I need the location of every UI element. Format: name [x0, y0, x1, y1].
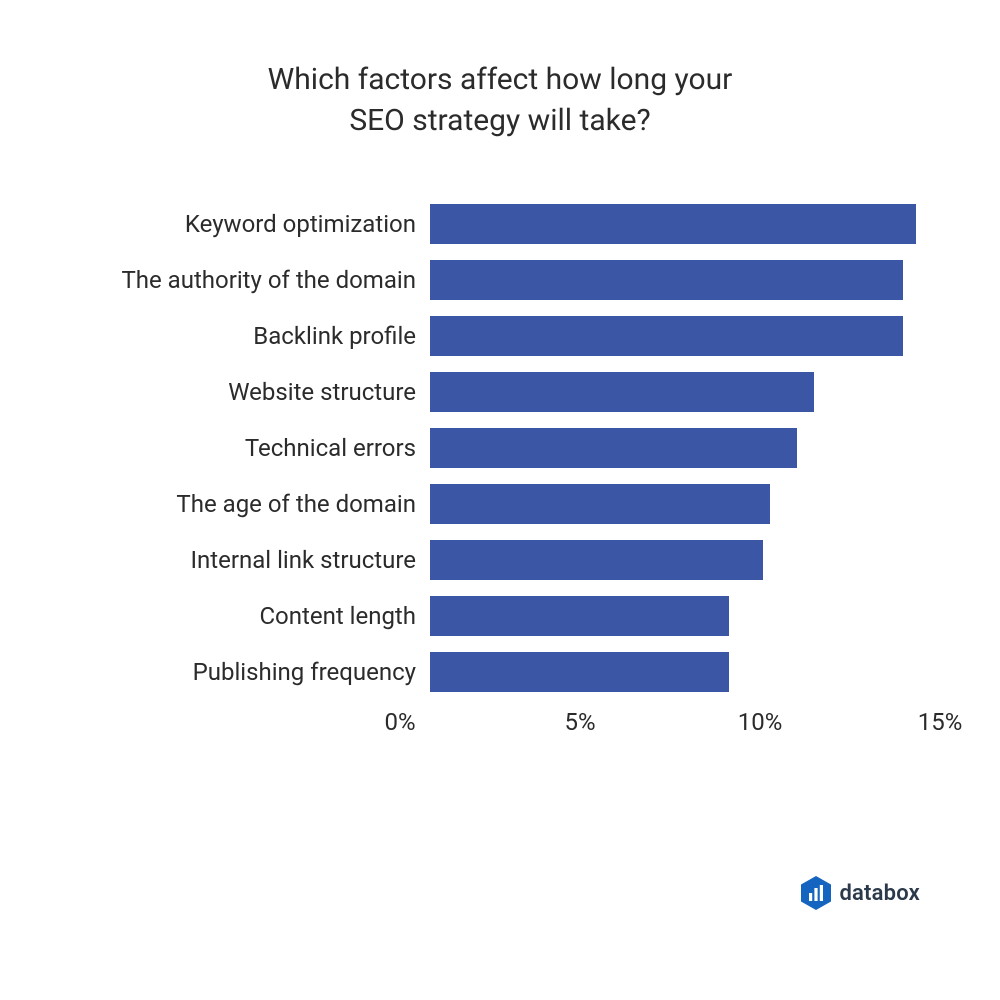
bar-row: The authority of the domain [90, 252, 940, 308]
title-line-2: SEO strategy will take? [349, 103, 650, 138]
bar-label: Website structure [90, 378, 430, 406]
logo-text: databox [839, 881, 920, 906]
bar-label: Internal link structure [90, 546, 430, 574]
chart-container: Which factors affect how long your SEO s… [60, 60, 940, 744]
x-tick: 0% [384, 708, 415, 736]
title-line-1: Which factors affect how long your [268, 62, 733, 97]
bar-area [430, 476, 940, 532]
bar [430, 484, 770, 524]
bar-label: Technical errors [90, 434, 430, 462]
x-tick: 15% [918, 708, 963, 736]
bar-row: Content length [90, 588, 940, 644]
x-axis: 0%5%10%15% [60, 708, 940, 744]
brand-logo: databox [801, 876, 920, 910]
bar-area [430, 532, 940, 588]
bar-area [430, 588, 940, 644]
bar-row: Technical errors [90, 420, 940, 476]
bar [430, 204, 916, 244]
bar-row: Website structure [90, 364, 940, 420]
bar [430, 316, 903, 356]
bar [430, 652, 729, 692]
plot-area: Keyword optimization The authority of the… [90, 196, 940, 700]
bar [430, 596, 729, 636]
bar-label: The age of the domain [90, 490, 430, 518]
bar-row: Keyword optimization [90, 196, 940, 252]
bar-row: Publishing frequency [90, 644, 940, 700]
x-tick: 10% [738, 708, 783, 736]
bar-label: The authority of the domain [90, 266, 430, 294]
bar [430, 260, 903, 300]
bar [430, 372, 814, 412]
x-axis-ticks: 0%5%10%15% [400, 708, 940, 744]
bar-label: Content length [90, 602, 430, 630]
bar-label: Backlink profile [90, 322, 430, 350]
logo-icon [801, 876, 831, 910]
bar-area [430, 196, 940, 252]
bar-area [430, 252, 940, 308]
bar-area [430, 644, 940, 700]
chart-title: Which factors affect how long your SEO s… [60, 60, 940, 141]
bar-label: Keyword optimization [90, 210, 430, 238]
bar-row: Backlink profile [90, 308, 940, 364]
bar-row: The age of the domain [90, 476, 940, 532]
x-tick: 5% [564, 708, 595, 736]
bar-area [430, 420, 940, 476]
bar-row: Internal link structure [90, 532, 940, 588]
bar [430, 540, 763, 580]
bar [430, 428, 797, 468]
bar-label: Publishing frequency [90, 658, 430, 686]
bar-area [430, 308, 940, 364]
bar-area [430, 364, 940, 420]
